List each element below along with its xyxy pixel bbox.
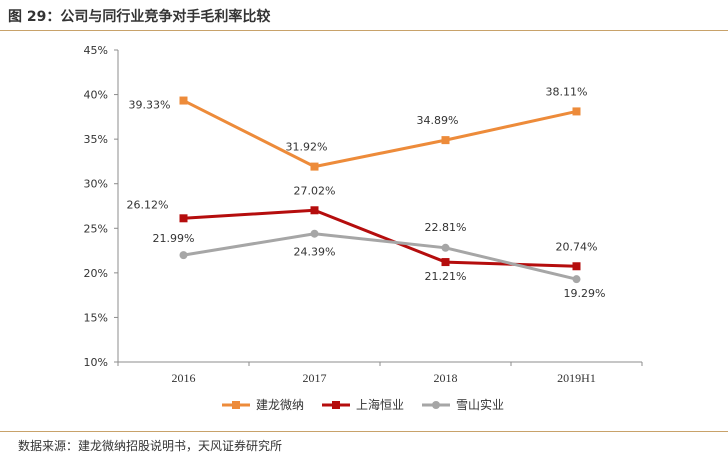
- data-point: [441, 136, 450, 145]
- data-label: 34.89%: [417, 114, 459, 127]
- x-tick-label: 2016: [172, 371, 196, 385]
- legend-label: 雪山实业: [456, 397, 504, 412]
- figure-title: 图 29：公司与同行业竞争对手毛利率比较: [8, 9, 271, 25]
- y-tick-label: 25%: [84, 222, 108, 235]
- data-point: [179, 251, 188, 260]
- y-tick-label: 10%: [84, 356, 108, 369]
- data-point: [572, 275, 581, 284]
- title-divider: [0, 30, 728, 31]
- data-point: [310, 206, 319, 215]
- data-label: 38.11%: [546, 85, 588, 98]
- y-tick-label: 30%: [84, 178, 108, 191]
- data-label: 21.21%: [425, 270, 467, 283]
- y-tick-label: 40%: [84, 89, 108, 102]
- data-label: 31.92%: [286, 141, 328, 154]
- data-label: 22.81%: [425, 221, 467, 234]
- y-tick-label: 35%: [84, 133, 108, 146]
- data-label: 19.29%: [564, 287, 606, 300]
- data-point: [179, 214, 188, 223]
- y-tick-label: 15%: [84, 311, 108, 324]
- data-point: [179, 96, 188, 105]
- data-point: [441, 258, 450, 267]
- data-label: 20.74%: [556, 240, 598, 253]
- legend-label: 上海恒业: [356, 397, 404, 412]
- source-divider: [0, 431, 728, 432]
- y-tick-label: 20%: [84, 267, 108, 280]
- x-tick-label: 2019H1: [557, 371, 596, 385]
- data-label: 24.39%: [294, 246, 336, 259]
- legend-label: 建龙微纳: [256, 398, 304, 412]
- legend-swatch-marker: [432, 401, 440, 409]
- y-tick-label: 45%: [84, 44, 108, 57]
- data-label: 21.99%: [153, 232, 195, 245]
- data-label: 39.33%: [129, 99, 171, 112]
- data-point: [572, 107, 581, 116]
- x-tick-label: 2017: [303, 371, 327, 385]
- source-note: 数据来源：建龙微纳招股说明书，天风证券研究所: [18, 439, 283, 453]
- data-point: [441, 243, 450, 252]
- series-line: [183, 232, 577, 281]
- data-point: [310, 162, 319, 171]
- series-line: [183, 208, 577, 268]
- data-label: 26.12%: [127, 198, 169, 211]
- x-tick-label: 2018: [434, 371, 458, 385]
- data-point: [310, 229, 319, 238]
- legend-swatch-marker: [332, 401, 340, 409]
- line-chart: 10% 15% 20% 25% 30% 35% 40% 45% 2016 2017 2018 2019…: [84, 44, 643, 412]
- series-line: [182, 99, 577, 169]
- data-point: [572, 262, 581, 271]
- data-label: 27.02%: [294, 184, 336, 197]
- legend-swatch-marker: [232, 401, 240, 409]
